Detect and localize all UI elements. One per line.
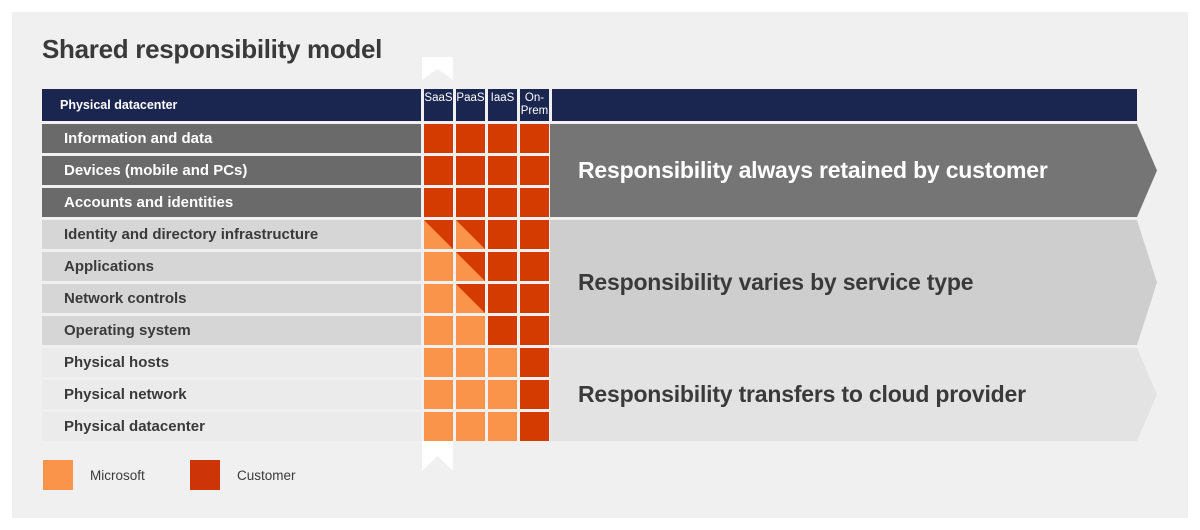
legend-item-customer: Customer: [190, 460, 296, 490]
table-row: Devices (mobile and PCs): [42, 156, 549, 185]
matrix-cell: [424, 252, 453, 281]
column-header-saas: SaaS: [424, 89, 453, 121]
page-title: Shared responsibility model: [42, 34, 383, 64]
matrix-cell: [424, 156, 453, 185]
matrix-cell: [424, 380, 453, 409]
band-varies-by-service-type: Responsibility varies by service type: [550, 220, 1157, 345]
matrix-cell: [424, 188, 453, 217]
matrix-cell: [424, 412, 453, 441]
microsoft-swatch-icon: [43, 460, 73, 490]
matrix-cell: [488, 284, 517, 313]
matrix-cell: [520, 188, 549, 217]
band-label: Responsibility transfers to cloud provid…: [578, 381, 1026, 407]
matrix-cell: [520, 380, 549, 409]
matrix-cell: [488, 412, 517, 441]
band-retained-by-customer: Responsibility always retained by custom…: [550, 124, 1157, 217]
matrix-cell: [424, 124, 453, 153]
saas-ribbon-top-icon: [422, 57, 453, 80]
table-header-row: Physical datacenter SaaS PaaS IaaS On-Pr…: [42, 89, 1137, 121]
legend-item-microsoft: Microsoft: [43, 460, 145, 490]
matrix-cell: [488, 380, 517, 409]
table-row: Identity and directory infrastructure: [42, 220, 549, 249]
matrix-cell: [456, 284, 485, 313]
row-label: Operating system: [42, 316, 421, 345]
matrix-cell: [520, 316, 549, 345]
matrix-cell: [520, 348, 549, 377]
table-header-label: Physical datacenter: [42, 89, 421, 121]
column-header-paas: PaaS: [456, 89, 485, 121]
table-header-filler: [552, 89, 1137, 121]
matrix-cell: [424, 316, 453, 345]
band-label: Responsibility varies by service type: [578, 269, 974, 295]
table-row: Applications: [42, 252, 549, 281]
matrix-cell: [488, 220, 517, 249]
diagram-canvas: Shared responsibility model Physical dat…: [12, 12, 1188, 518]
band-transfers-to-cloud-provider: Responsibility transfers to cloud provid…: [550, 348, 1157, 441]
matrix-cell: [456, 412, 485, 441]
column-header-onprem: On-Prem: [520, 89, 549, 121]
row-label: Physical network: [42, 380, 421, 409]
matrix-cell: [456, 348, 485, 377]
matrix-cell: [456, 252, 485, 281]
matrix-cell: [488, 348, 517, 377]
matrix-cell: [520, 124, 549, 153]
table-row: Operating system: [42, 316, 549, 345]
matrix-cell: [456, 316, 485, 345]
table-row: Accounts and identities: [42, 188, 549, 217]
row-label: Identity and directory infrastructure: [42, 220, 421, 249]
matrix-cell: [488, 188, 517, 217]
matrix-cell: [424, 220, 453, 249]
table-row: Physical hosts: [42, 348, 549, 377]
row-label: Accounts and identities: [42, 188, 421, 217]
table-row: Network controls: [42, 284, 549, 313]
matrix-cell: [488, 252, 517, 281]
matrix-cell: [520, 156, 549, 185]
matrix-cell: [424, 348, 453, 377]
row-label: Applications: [42, 252, 421, 281]
matrix-cell: [488, 316, 517, 345]
column-header-iaas: IaaS: [488, 89, 517, 121]
band-label: Responsibility always retained by custom…: [578, 157, 1048, 183]
row-label: Devices (mobile and PCs): [42, 156, 421, 185]
row-label: Physical hosts: [42, 348, 421, 377]
matrix-cell: [456, 188, 485, 217]
legend-label: Customer: [237, 467, 296, 483]
matrix-cell: [456, 380, 485, 409]
matrix-cell: [488, 156, 517, 185]
matrix-cell: [456, 220, 485, 249]
matrix-cell: [520, 220, 549, 249]
customer-swatch-icon: [190, 460, 220, 490]
table-row: Information and data: [42, 124, 549, 153]
matrix-cell: [520, 412, 549, 441]
row-label: Network controls: [42, 284, 421, 313]
matrix-cell: [488, 124, 517, 153]
matrix-cell: [520, 284, 549, 313]
row-label: Information and data: [42, 124, 421, 153]
saas-ribbon-bottom-icon: [422, 441, 453, 471]
matrix-cell: [520, 252, 549, 281]
legend-label: Microsoft: [90, 467, 145, 483]
matrix-cell: [456, 124, 485, 153]
row-label: Physical datacenter: [42, 412, 421, 441]
table-row: Physical datacenter: [42, 412, 549, 441]
matrix-cell: [424, 284, 453, 313]
table-row: Physical network: [42, 380, 549, 409]
matrix-cell: [456, 156, 485, 185]
